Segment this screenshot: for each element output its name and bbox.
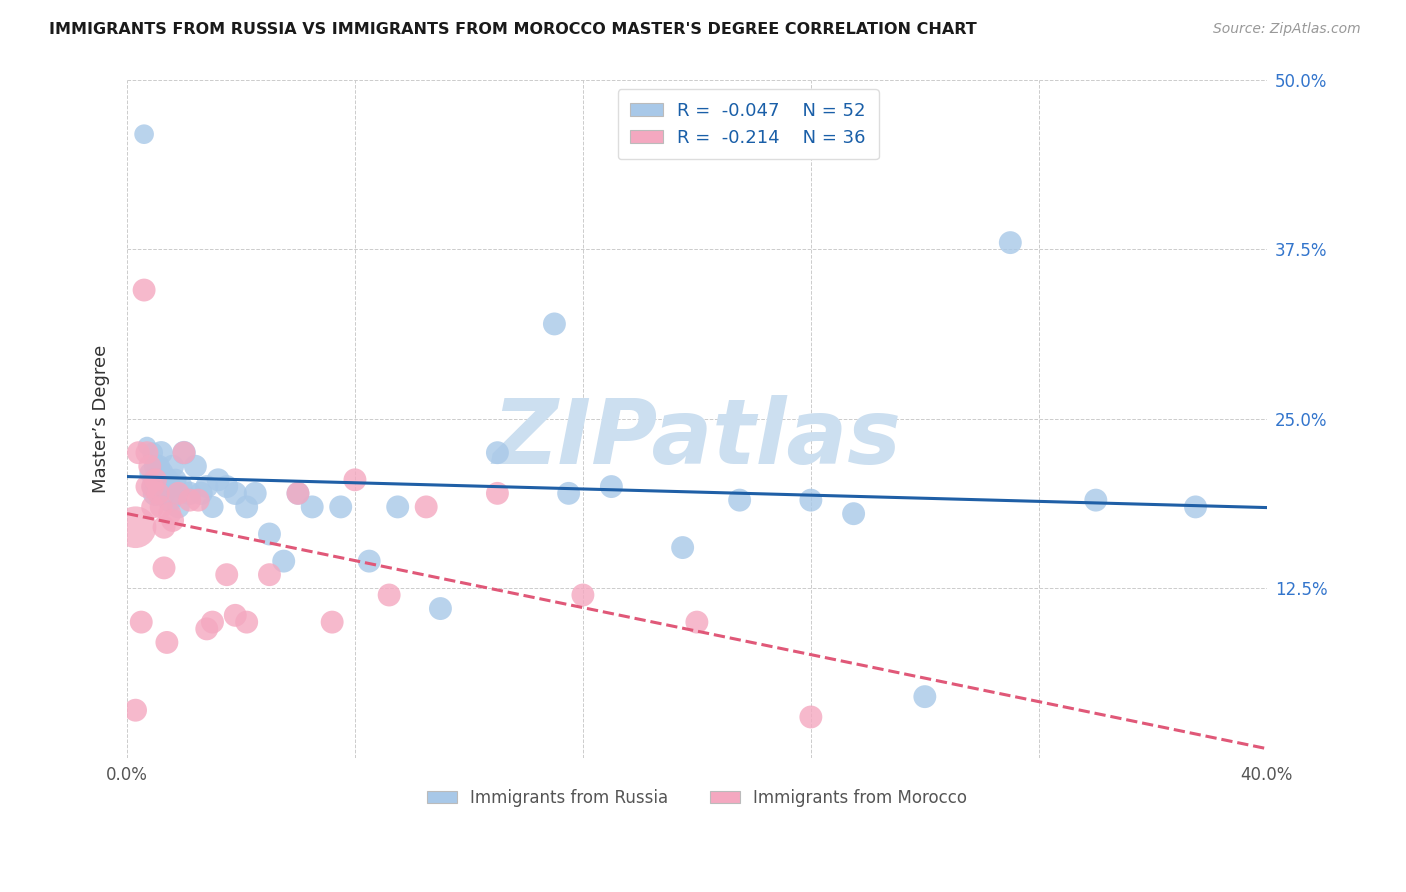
Point	[145, 486, 167, 500]
Point	[287, 486, 309, 500]
Point	[486, 446, 509, 460]
Y-axis label: Master’s Degree: Master’s Degree	[93, 344, 110, 493]
Point	[162, 513, 184, 527]
Point	[156, 473, 179, 487]
Point	[173, 446, 195, 460]
Point	[343, 473, 366, 487]
Point	[1184, 500, 1206, 514]
Point	[153, 561, 176, 575]
Point	[179, 486, 201, 500]
Point	[148, 459, 170, 474]
Point	[165, 473, 187, 487]
Point	[132, 127, 155, 141]
Point	[124, 703, 146, 717]
Point	[329, 500, 352, 514]
Point	[429, 601, 451, 615]
Text: IMMIGRANTS FROM RUSSIA VS IMMIGRANTS FROM MOROCCO MASTER'S DEGREE CORRELATION CH: IMMIGRANTS FROM RUSSIA VS IMMIGRANTS FRO…	[49, 22, 977, 37]
Point	[179, 493, 201, 508]
Point	[259, 567, 281, 582]
Point	[148, 473, 170, 487]
Point	[150, 500, 173, 514]
Point	[672, 541, 695, 555]
Point	[167, 500, 190, 514]
Point	[728, 493, 751, 508]
Point	[415, 500, 437, 514]
Point	[378, 588, 401, 602]
Point	[136, 479, 159, 493]
Point	[842, 507, 865, 521]
Point	[127, 446, 149, 460]
Point	[142, 479, 165, 493]
Point	[187, 493, 209, 508]
Point	[301, 500, 323, 514]
Point	[215, 479, 238, 493]
Point	[235, 615, 257, 629]
Point	[145, 459, 167, 474]
Point	[914, 690, 936, 704]
Point	[142, 446, 165, 460]
Point	[167, 486, 190, 500]
Point	[132, 283, 155, 297]
Legend: Immigrants from Russia, Immigrants from Morocco: Immigrants from Russia, Immigrants from …	[420, 782, 974, 814]
Point	[159, 479, 181, 493]
Point	[359, 554, 381, 568]
Point	[572, 588, 595, 602]
Point	[321, 615, 343, 629]
Point	[184, 459, 207, 474]
Point	[159, 507, 181, 521]
Point	[162, 459, 184, 474]
Point	[486, 486, 509, 500]
Point	[173, 446, 195, 460]
Point	[150, 466, 173, 480]
Point	[190, 486, 212, 500]
Point	[153, 479, 176, 493]
Point	[387, 500, 409, 514]
Point	[145, 473, 167, 487]
Point	[273, 554, 295, 568]
Point	[235, 500, 257, 514]
Point	[124, 520, 146, 534]
Point	[800, 710, 823, 724]
Point	[156, 635, 179, 649]
Point	[159, 493, 181, 508]
Point	[139, 466, 162, 480]
Point	[170, 479, 193, 493]
Point	[195, 622, 218, 636]
Point	[1000, 235, 1022, 250]
Point	[153, 486, 176, 500]
Point	[543, 317, 565, 331]
Point	[201, 500, 224, 514]
Point	[201, 615, 224, 629]
Point	[215, 567, 238, 582]
Point	[129, 615, 152, 629]
Point	[136, 439, 159, 453]
Point	[557, 486, 579, 500]
Text: Source: ZipAtlas.com: Source: ZipAtlas.com	[1213, 22, 1361, 37]
Point	[148, 486, 170, 500]
Point	[600, 479, 623, 493]
Point	[686, 615, 709, 629]
Point	[150, 446, 173, 460]
Point	[259, 527, 281, 541]
Point	[136, 446, 159, 460]
Text: ZIPatlas: ZIPatlas	[492, 395, 901, 483]
Point	[287, 486, 309, 500]
Point	[142, 479, 165, 493]
Point	[207, 473, 229, 487]
Point	[224, 486, 246, 500]
Point	[145, 473, 167, 487]
Point	[195, 479, 218, 493]
Point	[139, 459, 162, 474]
Point	[1084, 493, 1107, 508]
Point	[142, 500, 165, 514]
Point	[224, 608, 246, 623]
Point	[153, 520, 176, 534]
Point	[245, 486, 267, 500]
Point	[800, 493, 823, 508]
